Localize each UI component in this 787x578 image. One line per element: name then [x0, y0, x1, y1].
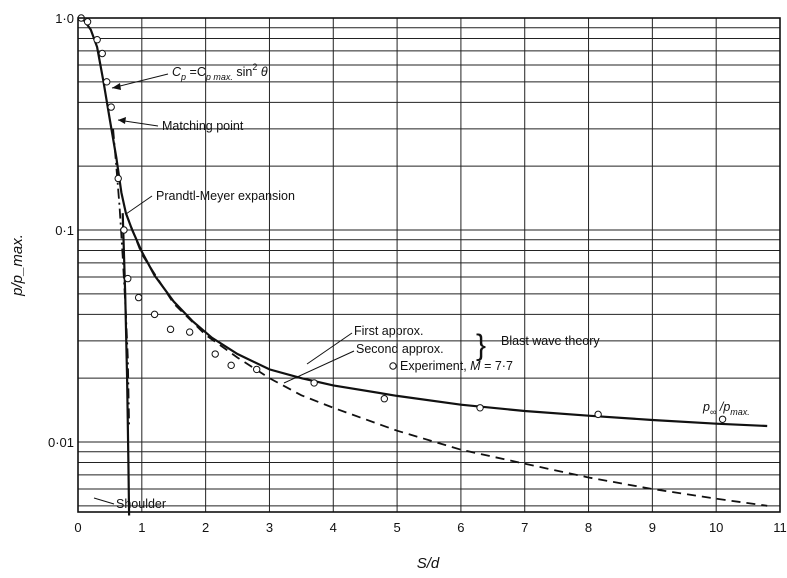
x-axis-label: S/d — [417, 555, 440, 572]
second-approx-label: Second approx. — [356, 342, 444, 356]
data-point — [120, 226, 128, 234]
y-tick-label: 1·0 — [55, 11, 74, 26]
curves — [77, 16, 768, 516]
data-point — [476, 404, 484, 412]
y-tick-label: 0·01 — [48, 435, 74, 450]
data-point — [107, 103, 115, 111]
x-tick-label: 9 — [649, 520, 656, 535]
first-approx-label: First approx. — [354, 324, 423, 338]
y-axis-label: p/p_max. — [9, 234, 26, 297]
x-tick-label: 4 — [330, 520, 337, 535]
x-tick-label: 11 — [773, 520, 787, 535]
y-tick-label: 0·1 — [55, 223, 74, 238]
cp-formula-annotation: Cp =Cp max. sin2 θ — [172, 62, 268, 82]
curve-solid-3 — [121, 213, 131, 516]
data-point — [211, 350, 219, 358]
blast-wave-brace: } — [476, 329, 486, 362]
x-tick-label: 2 — [202, 520, 209, 535]
x-tick-label: 5 — [393, 520, 400, 535]
curve-dashed-1 — [125, 212, 768, 507]
data-point — [310, 379, 318, 387]
x-tick-label: 0 — [74, 520, 81, 535]
x-tick-label: 10 — [709, 520, 723, 535]
plot-frame — [77, 17, 781, 513]
data-point — [134, 293, 143, 302]
experiment-legend-marker — [389, 362, 397, 370]
x-tick-label: 6 — [457, 520, 464, 535]
matching-point-arrowhead — [118, 117, 126, 124]
shoulder-label: Shoulder — [116, 497, 166, 511]
x-tick-label: 8 — [585, 520, 592, 535]
axis-ticks: 0 1 2 3 4 5 6 7 8 9 10 11 1·0 0·1 0·01 — [48, 11, 787, 535]
x-tick-label: 3 — [266, 520, 273, 535]
matching-point-label: Matching point — [162, 119, 244, 133]
blast-wave-label: Blast wave theory — [501, 334, 600, 348]
prandtl-meyer-leader — [125, 195, 153, 215]
data-point — [114, 174, 122, 183]
data-point — [150, 310, 159, 319]
x-tick-label: 7 — [521, 520, 528, 535]
data-point — [124, 274, 132, 283]
cp-formula-leader — [111, 73, 169, 89]
data-point — [98, 49, 106, 58]
cp-formula-arrowhead — [112, 83, 121, 90]
first-approx-leader — [306, 332, 353, 365]
shoulder-leader — [93, 497, 115, 505]
curve-solid-0 — [77, 16, 768, 428]
data-point — [93, 36, 101, 44]
prandtl-meyer-label: Prandtl-Meyer expansion — [156, 189, 295, 203]
curve-dash-dot-2 — [112, 128, 130, 426]
grid — [78, 18, 780, 512]
data-point — [83, 18, 92, 26]
data-point — [185, 328, 194, 336]
data-point — [103, 78, 111, 86]
data-point — [380, 395, 389, 403]
p-inf-ratio-label: p∞ /pmax. — [702, 400, 750, 417]
data-point — [227, 361, 235, 370]
data-point — [252, 365, 261, 374]
x-tick-label: 1 — [138, 520, 145, 535]
second-approx-leader — [283, 350, 355, 384]
data-point — [166, 325, 175, 334]
data-point — [718, 415, 727, 423]
data-point — [594, 410, 602, 419]
experiment-legend-label: Experiment, M = 7·7 — [400, 359, 513, 373]
